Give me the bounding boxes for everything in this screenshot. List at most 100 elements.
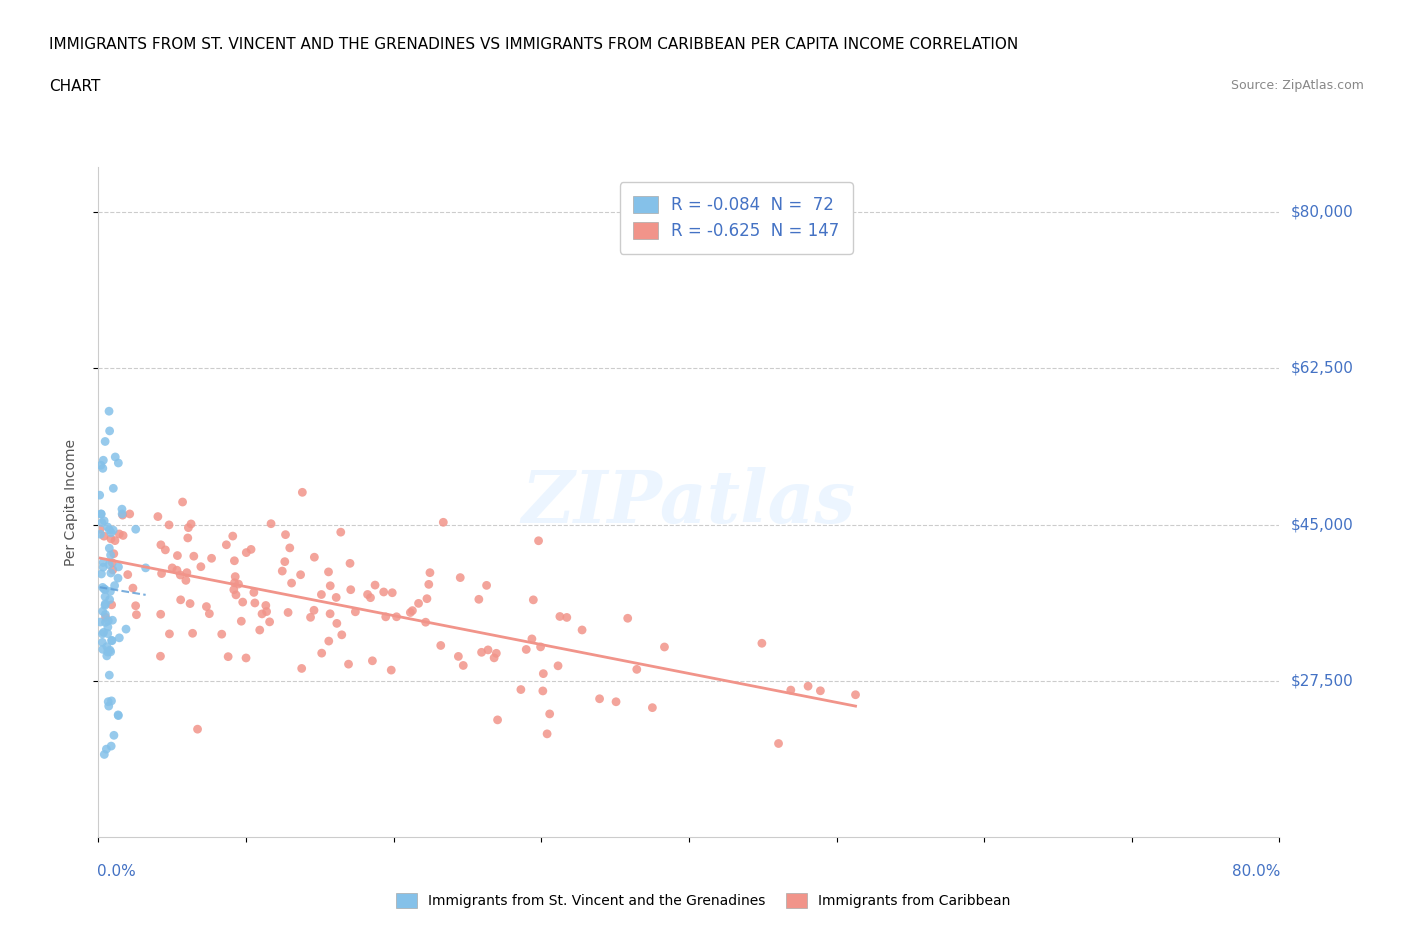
Point — [103, 523, 125, 538]
Point — [94, 582, 117, 597]
Point — [360, 591, 382, 605]
Point — [555, 610, 578, 625]
Point — [325, 590, 347, 604]
Point — [231, 614, 253, 629]
Point — [91, 635, 114, 650]
Point — [318, 565, 340, 579]
Point — [190, 559, 212, 574]
Text: CHART: CHART — [49, 79, 101, 94]
Point — [111, 507, 134, 522]
Point — [104, 578, 127, 593]
Point — [418, 577, 440, 591]
Point — [520, 631, 543, 646]
Point — [243, 585, 266, 600]
Point — [100, 644, 122, 659]
Point — [94, 607, 117, 622]
Point — [90, 507, 112, 522]
Point — [217, 649, 239, 664]
Point — [108, 526, 131, 541]
Point — [124, 598, 146, 613]
Y-axis label: Per Capita Income: Per Capita Income — [63, 439, 77, 565]
Point — [97, 520, 120, 535]
Point — [118, 507, 141, 522]
Point — [380, 663, 402, 678]
Point — [149, 606, 172, 621]
Point — [98, 404, 121, 418]
Point — [107, 560, 129, 575]
Point — [97, 619, 120, 634]
Point — [93, 581, 115, 596]
Point — [416, 591, 439, 606]
Point — [291, 485, 314, 499]
Point — [180, 516, 202, 531]
Point — [89, 526, 111, 541]
Point — [200, 551, 222, 565]
Point — [91, 461, 114, 476]
Point — [103, 546, 125, 561]
Point — [100, 584, 122, 599]
Point — [160, 561, 183, 576]
Point — [104, 449, 127, 464]
Point — [415, 615, 437, 630]
Point — [222, 582, 245, 597]
Point — [101, 633, 124, 648]
Point — [115, 621, 138, 636]
Point — [329, 525, 352, 539]
Point — [146, 509, 169, 524]
Point — [361, 654, 384, 669]
Point — [174, 573, 197, 588]
Point — [509, 682, 531, 697]
Point — [449, 570, 471, 585]
Point — [471, 644, 494, 659]
Point — [232, 594, 254, 609]
Point — [522, 592, 544, 607]
Point — [224, 576, 246, 591]
Text: IMMIGRANTS FROM ST. VINCENT AND THE GRENADINES VS IMMIGRANTS FROM CARIBBEAN PER : IMMIGRANTS FROM ST. VINCENT AND THE GREN… — [49, 37, 1018, 52]
Point — [531, 684, 554, 698]
Point — [198, 606, 221, 621]
Text: 0.0%: 0.0% — [97, 864, 136, 879]
Point — [101, 555, 124, 570]
Point — [249, 622, 271, 637]
Point — [477, 643, 499, 658]
Point — [100, 548, 122, 563]
Point — [356, 587, 378, 602]
Point — [605, 695, 627, 710]
Point — [108, 631, 131, 645]
Point — [166, 563, 188, 578]
Text: $62,500: $62,500 — [1291, 361, 1354, 376]
Point — [98, 643, 121, 658]
Point — [779, 683, 801, 698]
Point — [339, 582, 361, 597]
Legend: Immigrants from St. Vincent and the Grenadines, Immigrants from Caribbean: Immigrants from St. Vincent and the Gren… — [391, 888, 1015, 914]
Point — [485, 645, 508, 660]
Point — [172, 495, 194, 510]
Point — [101, 613, 124, 628]
Point — [235, 545, 257, 560]
Point — [94, 596, 117, 611]
Point — [91, 555, 114, 570]
Point — [468, 591, 491, 606]
Point — [304, 550, 326, 565]
Point — [225, 588, 247, 603]
Point — [256, 604, 278, 619]
Point — [169, 592, 191, 607]
Point — [97, 613, 120, 628]
Point — [326, 616, 349, 631]
Point — [100, 738, 122, 753]
Point — [571, 622, 593, 637]
Point — [374, 609, 396, 624]
Point — [97, 695, 120, 710]
Point — [211, 627, 233, 642]
Text: $45,000: $45,000 — [1291, 517, 1354, 532]
Point — [302, 603, 325, 618]
Point — [515, 642, 537, 657]
Point — [531, 666, 554, 681]
Point — [254, 598, 277, 613]
Point — [536, 726, 558, 741]
Point — [90, 515, 112, 530]
Point — [277, 605, 299, 620]
Point — [432, 515, 454, 530]
Point — [797, 679, 820, 694]
Point — [311, 587, 333, 602]
